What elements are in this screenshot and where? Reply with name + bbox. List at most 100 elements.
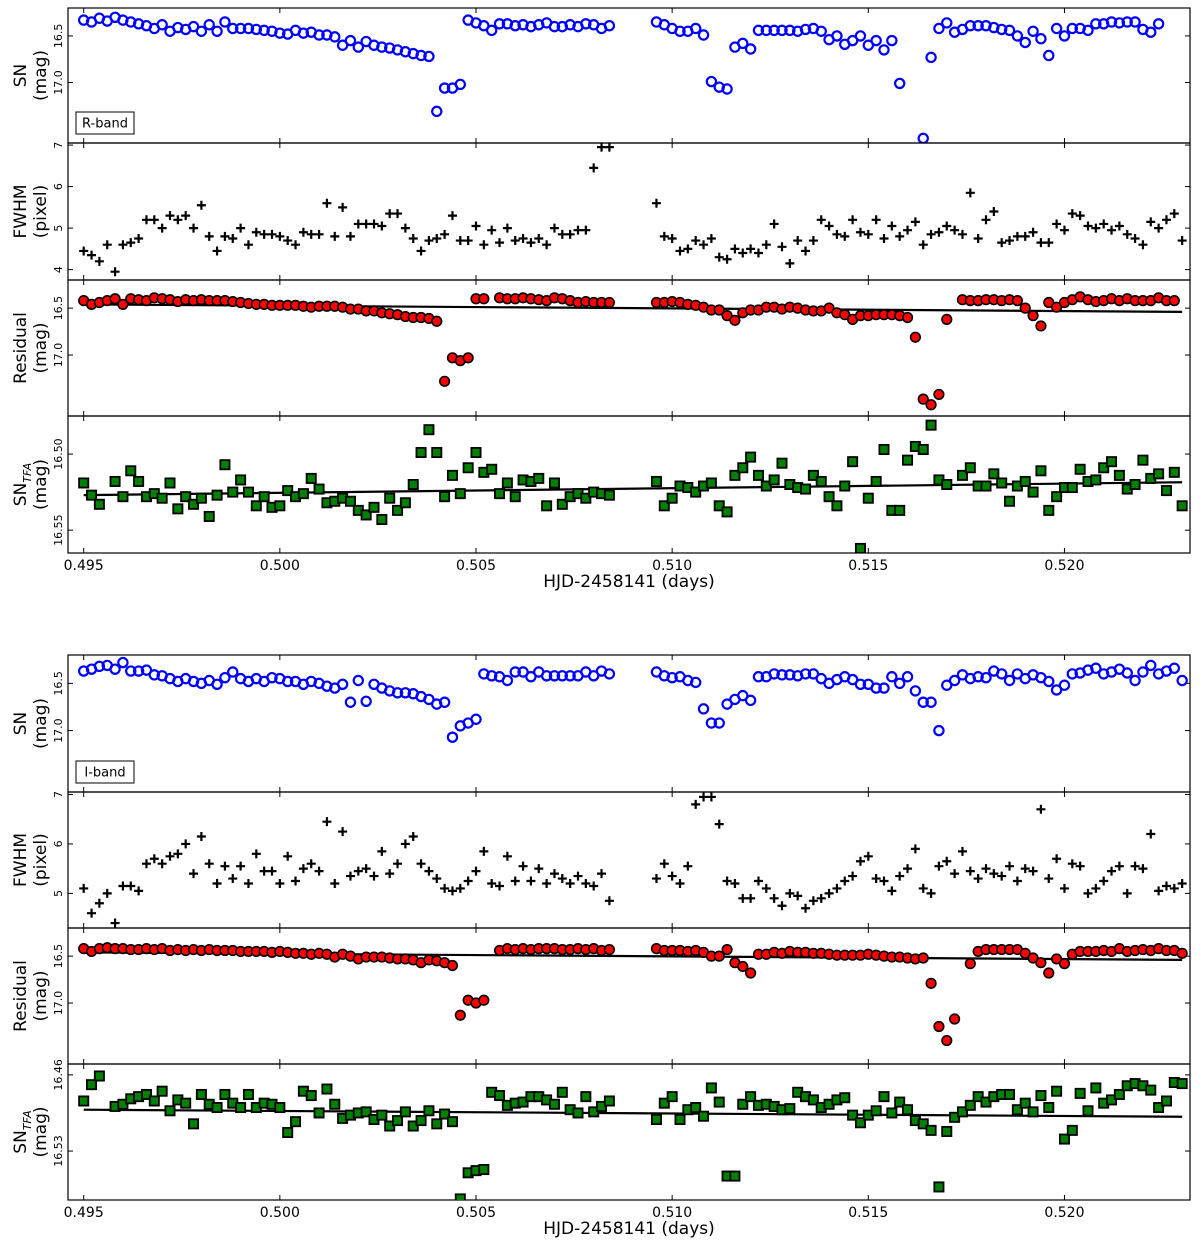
data-point <box>526 238 536 248</box>
data-point <box>424 866 434 876</box>
series-residual <box>78 942 1188 1047</box>
data-point <box>109 293 121 305</box>
data-point <box>910 217 920 227</box>
data-point <box>996 477 1008 489</box>
data-point <box>431 1118 443 1130</box>
data-point <box>440 883 450 893</box>
data-point <box>134 886 144 896</box>
data-point <box>1058 30 1071 42</box>
data-point <box>134 233 144 243</box>
data-point <box>188 498 200 510</box>
data-point <box>737 37 749 50</box>
data-point <box>1027 310 1039 322</box>
data-point <box>196 832 206 842</box>
data-point <box>1044 238 1054 248</box>
data-point <box>156 19 168 31</box>
data-point <box>785 258 795 268</box>
data-point <box>132 665 145 677</box>
data-point <box>305 1090 317 1102</box>
data-point <box>157 859 167 869</box>
data-point <box>267 866 277 876</box>
data-point <box>799 23 812 36</box>
data-point <box>597 143 607 152</box>
data-point <box>234 22 247 35</box>
data-point <box>603 296 615 309</box>
data-point <box>109 475 121 487</box>
data-point <box>957 229 967 239</box>
data-point <box>769 893 779 903</box>
data-point <box>878 682 890 694</box>
data-point <box>502 223 512 233</box>
data-point <box>446 959 459 972</box>
data-point <box>769 219 779 229</box>
data-point <box>275 231 285 241</box>
data-point <box>181 839 191 849</box>
data-point <box>556 1086 568 1098</box>
data-point <box>989 207 999 216</box>
data-point <box>777 901 787 911</box>
data-point <box>542 878 552 888</box>
data-point <box>1137 454 1149 466</box>
data-point <box>251 849 261 859</box>
data-point <box>86 489 98 501</box>
data-point <box>587 670 600 682</box>
data-point <box>699 792 709 802</box>
data-point <box>854 542 866 553</box>
series-sn <box>77 11 1165 143</box>
data-point <box>93 498 105 510</box>
data-point <box>854 30 867 42</box>
data-point <box>173 849 183 859</box>
data-point <box>824 221 834 231</box>
data-point <box>1066 482 1078 494</box>
data-point <box>385 209 395 219</box>
data-point <box>282 1127 294 1139</box>
data-point <box>164 477 176 489</box>
data-point <box>957 846 967 856</box>
data-point <box>195 492 207 504</box>
data-point <box>1036 238 1046 248</box>
data-point <box>1052 854 1062 864</box>
data-point <box>721 83 733 95</box>
series-residual <box>78 291 1180 411</box>
data-point <box>832 883 842 893</box>
data-point <box>345 871 355 881</box>
data-point <box>1129 16 1141 28</box>
data-point <box>1066 22 1079 35</box>
data-point <box>870 1105 882 1117</box>
data-point <box>689 22 702 35</box>
data-point <box>438 696 451 708</box>
data-point <box>1138 240 1148 250</box>
data-point <box>344 495 356 507</box>
data-point <box>697 29 710 41</box>
data-point <box>840 231 850 241</box>
data-point <box>87 250 97 260</box>
data-point <box>377 846 387 856</box>
y-tick-label: 16.5 <box>52 671 65 696</box>
y-tick-label: 16.53 <box>52 1135 65 1167</box>
data-point <box>1066 668 1079 680</box>
data-point <box>832 229 842 239</box>
data-point <box>1168 295 1180 307</box>
data-point <box>1161 881 1171 891</box>
data-point <box>1027 25 1039 37</box>
data-point <box>463 876 473 886</box>
data-point <box>1090 1082 1102 1094</box>
data-point <box>1050 684 1063 696</box>
y-tick-label: 17.0 <box>52 343 65 368</box>
data-point <box>902 454 914 466</box>
data-point <box>1129 674 1141 687</box>
panel-frame <box>67 1063 1191 1201</box>
data-point <box>250 23 263 36</box>
data-point <box>1043 675 1055 688</box>
data-point <box>203 510 215 522</box>
data-point <box>713 1096 725 1108</box>
data-point <box>816 893 826 903</box>
data-point <box>102 240 112 250</box>
data-point <box>956 1106 968 1118</box>
data-point <box>462 352 474 364</box>
data-point <box>823 491 835 503</box>
data-point <box>228 233 238 243</box>
data-point <box>801 246 811 256</box>
data-point <box>423 50 435 63</box>
